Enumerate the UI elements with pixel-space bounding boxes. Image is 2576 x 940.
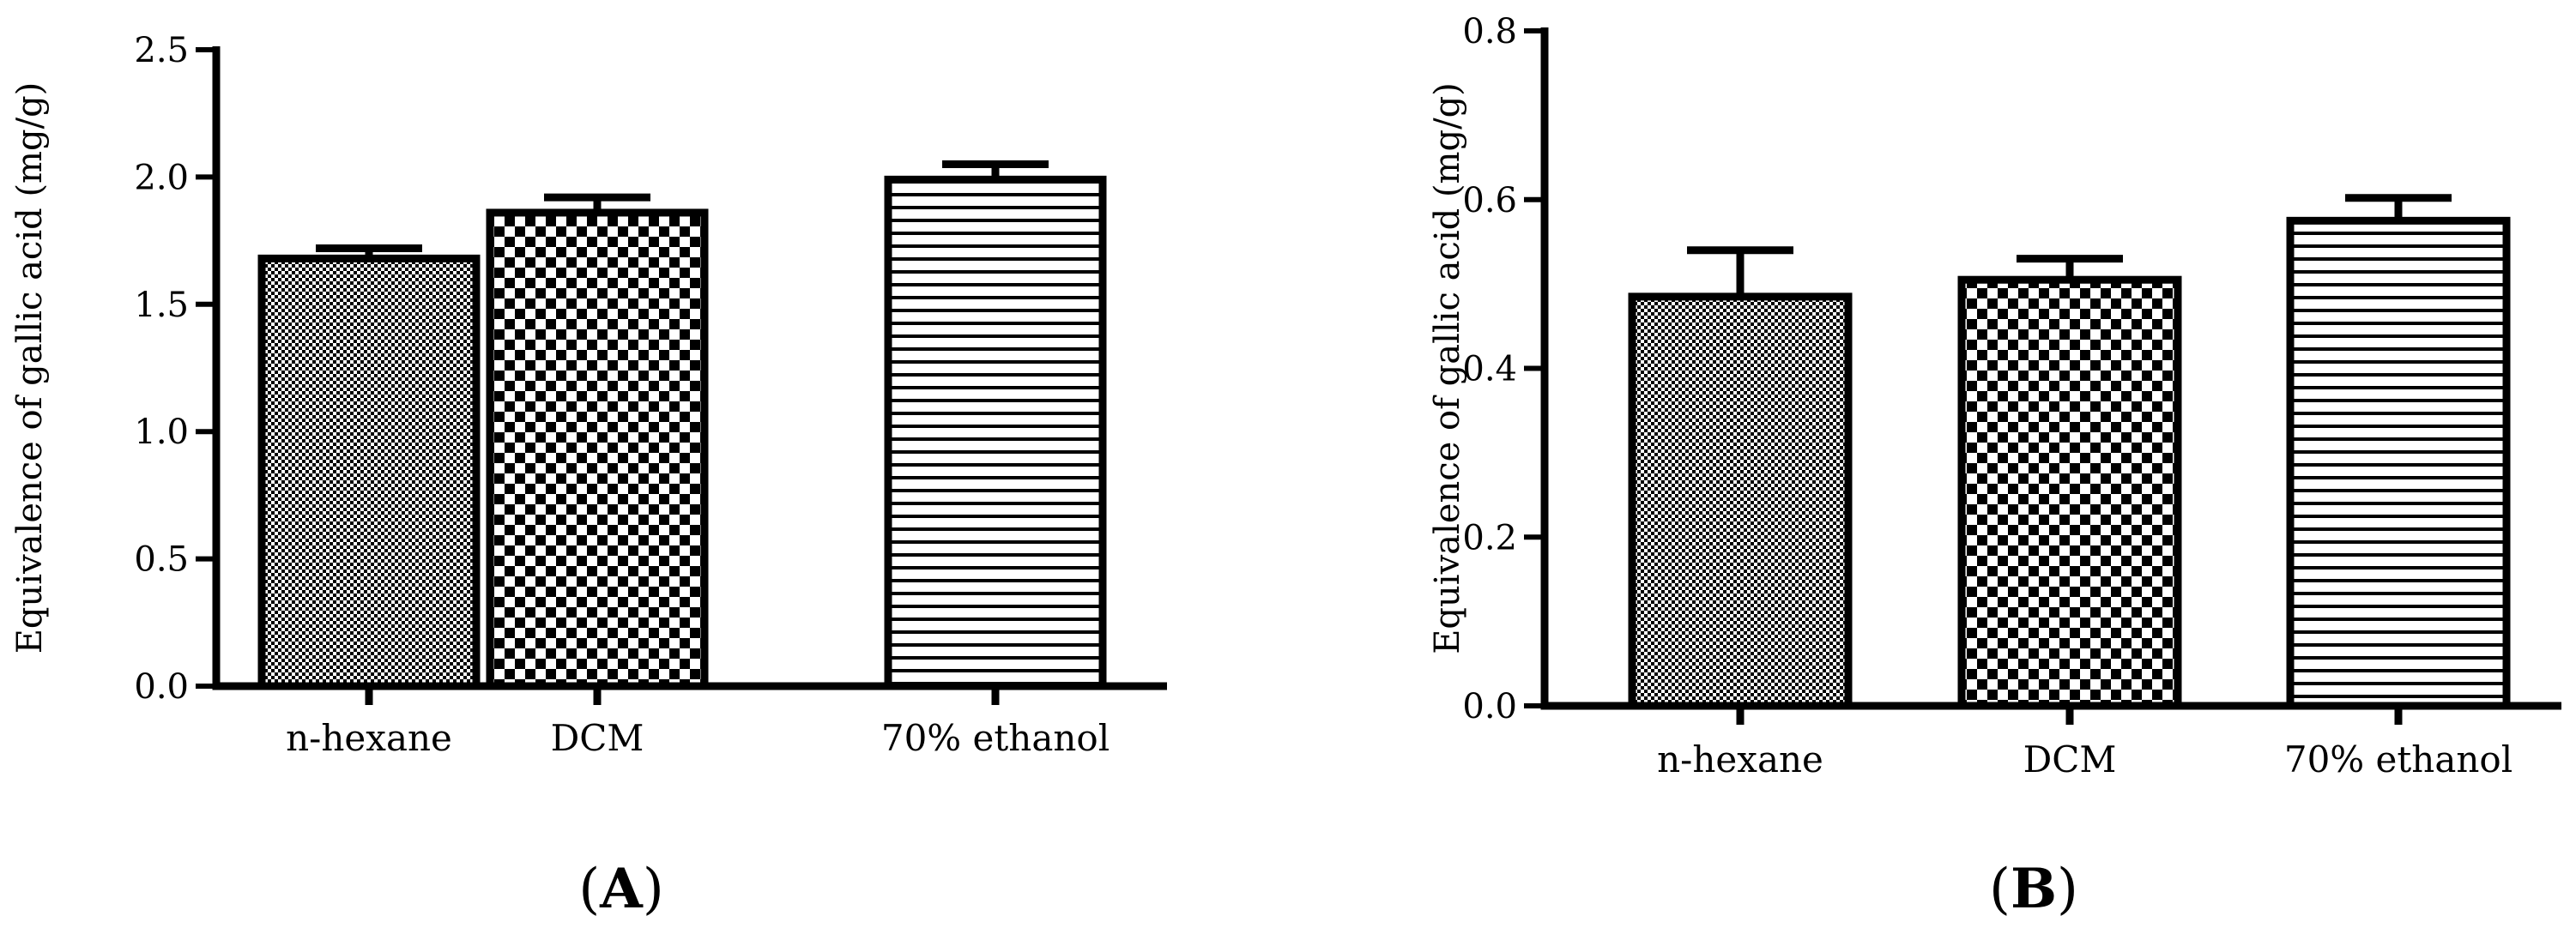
panel-label: (B) <box>1989 857 2078 921</box>
x-tick-label: n-hexane <box>286 717 452 759</box>
x-tick-label: n-hexane <box>1657 738 1823 780</box>
y-tick-label: 0.0 <box>134 667 189 707</box>
x-tick-label: DCM <box>2023 738 2117 780</box>
x-tick-label: 70% ethanol <box>881 717 1110 759</box>
y-tick-label: 0.6 <box>1462 181 1517 220</box>
panel-letter: B <box>2011 857 2057 921</box>
y-tick-label: 0.5 <box>134 540 189 580</box>
y-tick-label: 0.8 <box>1462 12 1517 51</box>
chart-panel-a: n-hexane DCM 70% ethanol 0.0 0.5 1.0 1.5 2.0 2.5… <box>10 31 1167 921</box>
y-tick-label: 2.5 <box>134 31 189 70</box>
bar-n-hexane <box>1628 292 1853 710</box>
x-tick-label: 70% ethanol <box>2284 738 2513 780</box>
panel-label: (A) <box>578 857 664 921</box>
y-tick-label: 0.4 <box>1462 350 1517 389</box>
y-tick-label: 2.0 <box>134 158 189 197</box>
y-tick-label: 1.0 <box>134 413 189 452</box>
y-tick-label: 0.2 <box>1462 518 1517 557</box>
y-axis-title: Equivalence of gallic acid (mg/g) <box>1428 82 1467 654</box>
y-tick-label: 1.5 <box>134 286 189 325</box>
chart-panel-b: n-hexane DCM 70% ethanol 0.0 0.2 0.4 0.6 0.8 Equ… <box>1428 12 2561 921</box>
y-axis-title: Equivalence of gallic acid (mg/g) <box>10 82 50 654</box>
x-tick-label: DCM <box>551 717 644 759</box>
bar-dcm <box>486 208 709 690</box>
y-tick-label: 0.0 <box>1462 687 1517 726</box>
bar-70-ethanol <box>2286 216 2511 710</box>
panel-letter: A <box>599 857 644 921</box>
bar-70-ethanol <box>884 175 1107 690</box>
bar-dcm <box>1957 275 2182 710</box>
bar-n-hexane <box>257 254 481 690</box>
